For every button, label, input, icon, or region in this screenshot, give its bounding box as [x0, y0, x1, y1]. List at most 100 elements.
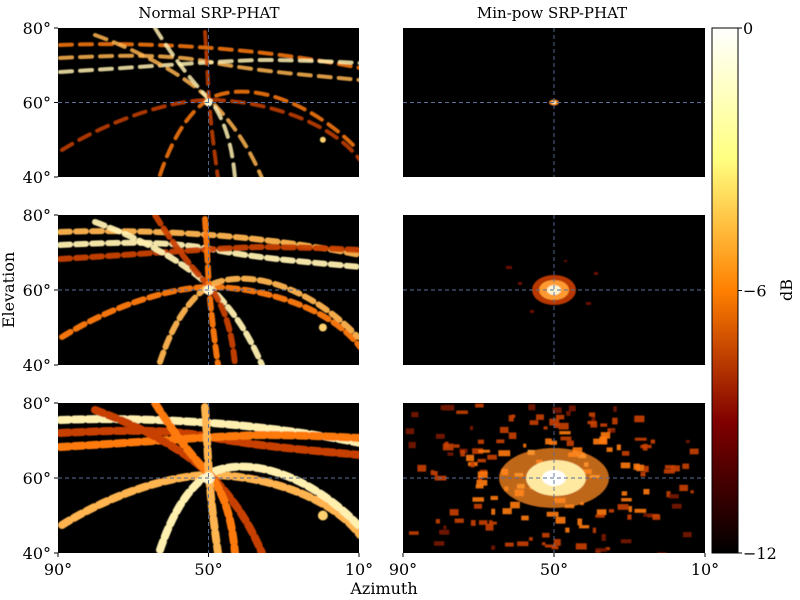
sidelobe-speck [636, 464, 645, 472]
x-tick-label: 50° [194, 560, 222, 579]
srp-response-arc [157, 275, 359, 365]
y-tick-label: 40° [23, 168, 51, 187]
sidelobe-speck [666, 491, 671, 498]
sidelobe-speck [475, 403, 484, 408]
sidelobe-speck [578, 525, 590, 529]
sidelobe-speck [477, 471, 488, 479]
srp-response-arc [158, 89, 359, 177]
panel-row1-normal [58, 28, 359, 177]
sidelobe-speck [477, 458, 486, 463]
sidelobe-speck [601, 534, 606, 541]
sidelobe-speck [612, 417, 618, 425]
column-title-minpow: Min-pow SRP-PHAT [477, 4, 627, 22]
colorbar-tick-label: −12 [743, 544, 777, 563]
secondary-spot [319, 136, 326, 143]
sidelobe-speck [608, 509, 615, 513]
sidelobe-speck [496, 439, 505, 444]
sidelobe-speck [449, 509, 459, 516]
y-tick-label: 80° [23, 19, 51, 38]
sidelobe-speck [491, 508, 496, 515]
sidelobe-speck [499, 426, 509, 434]
sidelobe-speck [511, 414, 516, 418]
sidelobe-speck [435, 433, 445, 439]
sidelobe-speck [549, 440, 557, 445]
sidelobe-speck [508, 414, 514, 422]
sidelobe-speck [411, 412, 419, 418]
sidelobe-speck [523, 443, 527, 448]
sidelobe-speck [546, 511, 559, 517]
sidelobe-speck [535, 414, 544, 420]
sidelobe-speck [564, 260, 567, 262]
sidelobe-speck [508, 432, 517, 440]
x-tick-label: 90° [44, 560, 72, 579]
sidelobe-speck [472, 448, 484, 454]
sidelobe-speck [478, 449, 490, 453]
sidelobe-speck [492, 521, 497, 525]
sidelobe-speck [466, 454, 475, 462]
x-axis-ticks: 90° 50° 10° 90° 50° 10° [44, 553, 719, 579]
sidelobe-speck [588, 412, 596, 417]
sidelobe-speck [590, 420, 598, 428]
sidelobe-speck [473, 503, 483, 509]
sidelobe-speck [447, 452, 454, 456]
panel-row3-normal [58, 403, 359, 553]
sidelobe-speck [549, 418, 560, 426]
sidelobe-speck [444, 441, 449, 448]
sidelobe-speck [643, 488, 650, 495]
sidelobe-speck [640, 471, 646, 477]
sidelobe-speck [476, 479, 488, 486]
sidelobe-speck [663, 469, 675, 474]
y-tick-label: 40° [23, 544, 51, 563]
sidelobe-speck [670, 465, 680, 472]
sidelobe-speck [543, 426, 548, 430]
y-tick-label: 60° [23, 94, 51, 113]
sidelobe-speck [454, 518, 464, 523]
sidelobe-speck [506, 266, 512, 269]
sidelobe-speck [671, 503, 682, 509]
sidelobe-speck [505, 542, 514, 547]
sidelobe-speck [485, 523, 494, 531]
sidelobe-speck [591, 415, 596, 421]
sidelobe-speck [554, 423, 560, 428]
x-tick-label: 10° [345, 560, 373, 579]
sidelobe-speck [440, 405, 444, 411]
colorbar-label: dB [777, 279, 796, 301]
y-tick-label: 60° [23, 469, 51, 488]
sidelobe-speck [669, 494, 679, 499]
sidelobe-speck [542, 532, 550, 538]
sidelobe-speck [627, 514, 632, 520]
sidelobe-speck [434, 471, 438, 476]
sidelobe-speck [510, 501, 520, 509]
sidelobe-speck [595, 514, 605, 518]
srp-response-arc [156, 462, 359, 553]
column-title-normal: Normal SRP-PHAT [138, 4, 279, 22]
srp-response-arc [58, 57, 359, 74]
sidelobe-speck [679, 484, 688, 492]
sidelobe-speck [430, 470, 435, 476]
sidelobe-speck [559, 431, 571, 435]
srp-response-arc [58, 430, 359, 451]
sidelobe-speck [592, 527, 597, 534]
sidelobe-speck [600, 423, 608, 427]
y-axis-ticks: 40° 60° 80° 40° 60° 80° 40° 60° 80° [23, 19, 58, 563]
sidelobe-speck [634, 437, 647, 441]
sidelobe-speck [490, 495, 498, 501]
secondary-spot [317, 510, 328, 521]
sidelobe-speck [521, 515, 529, 521]
sidelobe-speck [620, 539, 632, 544]
sidelobe-speck [405, 428, 415, 435]
sidelobe-speck [529, 420, 539, 425]
y-tick-label: 80° [23, 206, 51, 225]
y-tick-label: 40° [23, 356, 51, 375]
sidelobe-speck [477, 475, 483, 481]
sidelobe-speck [453, 444, 460, 448]
sidelobe-speck [502, 508, 512, 515]
sidelobe-speck [643, 513, 653, 517]
sidelobe-speck [553, 538, 561, 546]
sidelobe-speck [408, 531, 419, 535]
sidelobe-speck [555, 516, 566, 524]
sidelobe-speck [586, 302, 591, 305]
panel-row1-minpow [403, 28, 705, 177]
sidelobe-speck [682, 463, 690, 470]
